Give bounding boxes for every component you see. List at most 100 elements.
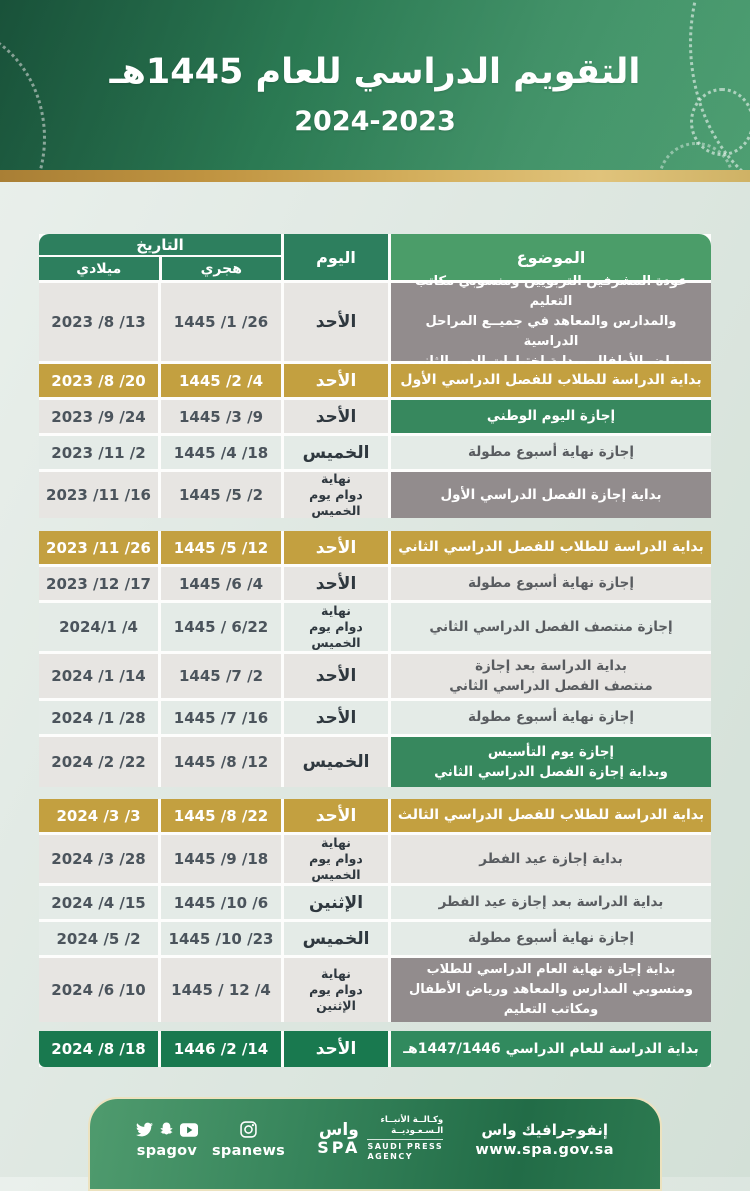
hijri-date-cell: 1445 / 12 /4 <box>161 958 281 1022</box>
day-cell: الأحد <box>284 400 388 433</box>
date-header: التاريخ <box>39 234 281 255</box>
calendar-group-3: بداية الدراسة للطلاب للفصل الدراسي الثال… <box>39 799 711 1022</box>
gregorian-date-cell: 2024 /3 /28 <box>39 835 158 883</box>
day-cell: الخميس <box>284 436 388 469</box>
header-banner: التقويم الدراسي للعام 1445هـ 2024-2023 <box>0 0 750 170</box>
hijri-date-cell: 1445 /9 /18 <box>161 835 281 883</box>
spanews-social[interactable]: spanews <box>212 1120 285 1159</box>
hijri-date-cell: 1445 /5 /12 <box>161 531 281 564</box>
hijri-date-cell: 1445 /10 /23 <box>161 922 281 955</box>
gregorian-date-cell: 2024 /3 /3 <box>39 799 158 832</box>
gold-divider <box>0 170 750 182</box>
gregorian-date-cell: 2023 /11 /26 <box>39 531 158 564</box>
subject-cell: بداية إجازة نهاية العام الدراسي للطلاب و… <box>391 958 711 1022</box>
subject-cell: عودة المشرفين التربويين ومنسوبي مكاتب ال… <box>391 274 711 369</box>
spa-english-name: SAUDI PRESS AGENCY <box>367 1141 444 1162</box>
gregorian-date-cell: 2024 /8 /18 <box>39 1031 158 1067</box>
subject-cell: إجازة نهاية أسبوع مطولة <box>391 922 711 955</box>
footer-site-info: إنفوجرافيك واس www.spa.gov.sa <box>475 1121 614 1158</box>
day-cell: الأحد <box>284 701 388 734</box>
hijri-date-cell: 1445 /1 /26 <box>161 283 281 361</box>
day-cell: نهاية دوام يوم الإثنين <box>284 958 388 1022</box>
day-cell: الأحد <box>284 567 388 600</box>
calendar-table: الموضوع اليوم التاريخ هجري ميلادي عودة ا… <box>39 182 711 1067</box>
snapchat-icon[interactable] <box>158 1121 175 1138</box>
gregorian-header: ميلادي <box>39 257 159 280</box>
subject-cell: إجازة نهاية أسبوع مطولة <box>391 567 711 600</box>
twitter-icon[interactable] <box>136 1122 153 1137</box>
gregorian-date-cell: 2024 /6 /10 <box>39 958 158 1022</box>
hijri-date-cell: 1445 / 6/22 <box>161 603 281 651</box>
hijri-date-cell: 1445 /7 /16 <box>161 701 281 734</box>
gregorian-date-cell: 2024 /4 /15 <box>39 886 158 919</box>
day-cell: الأحد <box>284 1031 388 1067</box>
gregorian-date-cell: 2023 /11 /16 <box>39 472 158 518</box>
spa-logo-spa-text: SPA <box>317 1138 361 1157</box>
subject-cell: بداية الدراسة للطلاب للفصل الدراسي الثان… <box>391 531 711 564</box>
gregorian-date-cell: 2023 /11 /2 <box>39 436 158 469</box>
subject-cell: بداية إجازة الفصل الدراسي الأول <box>391 472 711 518</box>
spa-arabic-name: وكـالــة الأنبــاء الـسـعـوديــة <box>367 1115 444 1140</box>
hijri-date-cell: 1445 /7 /2 <box>161 654 281 698</box>
subject-cell: بداية الدراسة للعام الدراسي 1447/1446هـ <box>391 1031 711 1067</box>
spa-logo-wordmark: وكـالــة الأنبــاء الـسـعـوديــة SAUDI P… <box>367 1115 444 1162</box>
spa-logo-mark: واس SPA <box>317 1122 360 1156</box>
day-cell: الخميس <box>284 737 388 787</box>
day-cell: الإثنين <box>284 886 388 919</box>
day-cell: الأحد <box>284 531 388 564</box>
social-links: spagov spanews <box>136 1120 285 1159</box>
hijri-date-cell: 1445 /10 /6 <box>161 886 281 919</box>
hijri-date-cell: 1445 /6 /4 <box>161 567 281 600</box>
day-cell: نهاية دوام يوم الخميس <box>284 471 388 518</box>
spa-logo: واس SPA وكـالــة الأنبــاء الـسـعـوديــة… <box>317 1115 444 1162</box>
day-cell: الأحد <box>284 283 388 361</box>
spagov-handle[interactable]: spagov <box>136 1142 198 1159</box>
hijri-date-cell: 1446 /2 /14 <box>161 1031 281 1067</box>
hijri-date-cell: 1445 /4 /18 <box>161 436 281 469</box>
day-cell: نهاية دوام يوم الخميس <box>284 835 388 883</box>
hijri-date-cell: 1445 /2 /4 <box>161 364 281 397</box>
youtube-icon[interactable] <box>180 1122 198 1137</box>
gregorian-date-cell: 2023 /9 /24 <box>39 400 158 433</box>
subject-cell: إجازة نهاية أسبوع مطولة <box>391 436 711 469</box>
subject-header: الموضوع <box>391 234 711 280</box>
spa-logo-was-text: واس <box>318 1120 359 1140</box>
subject-cell: بداية الدراسة بعد إجازة عيد الفطر <box>391 886 711 919</box>
subject-cell: بداية إجازة عيد الفطر <box>391 835 711 883</box>
subject-cell: بداية الدراسة بعد إجازة منتصف الفصل الدر… <box>391 654 711 698</box>
gregorian-date-cell: 2024 /1 /14 <box>39 654 158 698</box>
day-cell: نهاية دوام يوم الخميس <box>284 603 388 651</box>
instagram-icon[interactable] <box>240 1121 257 1138</box>
gregorian-date-cell: 2024 /1 /28 <box>39 701 158 734</box>
hijri-date-cell: 1445 /8 /22 <box>161 799 281 832</box>
hijri-date-cell: 1445 /3 /9 <box>161 400 281 433</box>
subject-cell: إجازة اليوم الوطني <box>391 400 711 433</box>
page-title: التقويم الدراسي للعام 1445هـ <box>109 52 641 92</box>
day-cell: الأحد <box>284 799 388 832</box>
spagov-social[interactable]: spagov <box>136 1120 198 1159</box>
subject-cell: إجازة نهاية أسبوع مطولة <box>391 701 711 734</box>
gregorian-date-cell: 2024 /2 /22 <box>39 737 158 787</box>
subject-cell: إجازة منتصف الفصل الدراسي الثاني <box>391 603 711 651</box>
hijri-date-cell: 1445 /8 /12 <box>161 737 281 787</box>
subject-cell: بداية الدراسة للطلاب للفصل الدراسي الثال… <box>391 799 711 832</box>
calendar-final-row: بداية الدراسة للعام الدراسي 1447/1446هـ … <box>39 1031 711 1067</box>
subject-cell: بداية الدراسة للطلاب للفصل الدراسي الأول <box>391 364 711 397</box>
gregorian-date-cell: 2023 /8 /20 <box>39 364 158 397</box>
calendar-group-2: بداية الدراسة للطلاب للفصل الدراسي الثان… <box>39 531 711 787</box>
years-subtitle: 2024-2023 <box>294 106 456 137</box>
gregorian-date-cell: 2024 /5 /2 <box>39 922 158 955</box>
day-cell: الخميس <box>284 922 388 955</box>
footer-panel: spagov spanews واس SPA وكـالــة الأنبــا… <box>88 1097 662 1191</box>
day-cell: الأحد <box>284 364 388 397</box>
date-header-block: التاريخ هجري ميلادي <box>39 234 281 280</box>
gregorian-date-cell: 2023 /8 /13 <box>39 283 158 361</box>
spanews-handle[interactable]: spanews <box>212 1142 286 1159</box>
hijri-header: هجري <box>161 257 281 280</box>
website-url[interactable]: www.spa.gov.sa <box>475 1141 614 1158</box>
infographic-label: إنفوجرافيك واس <box>481 1120 608 1139</box>
hijri-date-cell: 1445 /5 /2 <box>161 472 281 518</box>
gregorian-date-cell: 2024/1 /4 <box>39 603 158 651</box>
calendar-group-1: الموضوع اليوم التاريخ هجري ميلادي عودة ا… <box>39 234 711 518</box>
day-cell: الأحد <box>284 654 388 698</box>
